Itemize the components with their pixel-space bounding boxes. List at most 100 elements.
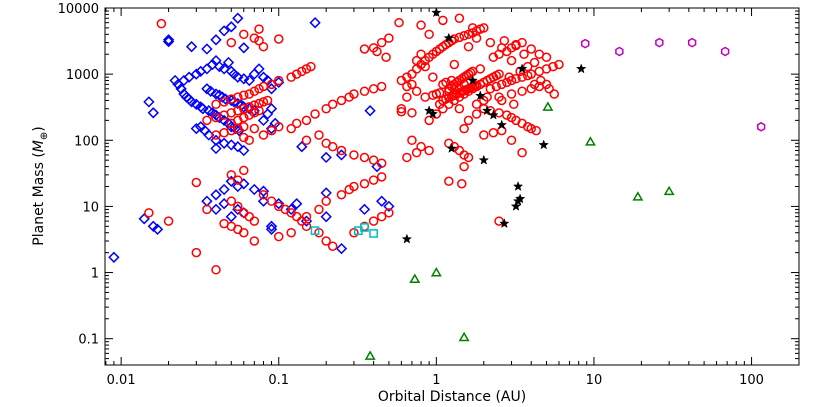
circles-point [485, 84, 496, 94]
diamonds-point [203, 129, 215, 141]
circles-point [519, 49, 529, 59]
diamonds-point [178, 88, 190, 100]
circles-point [479, 23, 489, 33]
diamonds-point [190, 122, 202, 135]
circles-point [494, 216, 504, 226]
circles-point [368, 84, 379, 94]
circles-point [459, 161, 469, 172]
circles-point [407, 79, 417, 90]
stars-point [514, 193, 526, 204]
circles-point [301, 135, 312, 146]
circles-point [496, 95, 507, 106]
diamonds-point [335, 149, 348, 161]
circles-point [291, 118, 302, 129]
circles-point [402, 152, 412, 163]
circles-point [244, 89, 255, 99]
circles-point [244, 135, 255, 146]
hexagons-point [720, 46, 730, 57]
circles-point [368, 216, 379, 226]
diamonds-point [218, 183, 230, 196]
circles-point [249, 33, 260, 43]
circles-point [471, 109, 482, 119]
circles-point [454, 32, 465, 43]
diamonds-point [218, 198, 230, 210]
circles-point [233, 105, 243, 116]
diamonds-point [210, 34, 222, 46]
circles-point [233, 115, 243, 126]
triangles-point [364, 350, 376, 360]
circles-point [233, 201, 243, 212]
circles-point [424, 29, 434, 40]
circles-point [239, 29, 249, 40]
circles-point [376, 37, 387, 48]
circles-point [434, 99, 445, 110]
diamonds-point [201, 195, 213, 207]
circles-point [465, 67, 476, 78]
circles-point [463, 41, 474, 52]
y-tick-label: 1000 [66, 68, 99, 83]
diamonds-point [364, 105, 376, 117]
triangles-point [542, 101, 554, 111]
circles-point [349, 150, 359, 160]
circles-point [506, 89, 517, 99]
circles-point [407, 108, 417, 118]
diamonds-point [147, 107, 159, 119]
diamonds-point [320, 211, 332, 223]
circles-point [310, 109, 320, 119]
circles-point [202, 115, 212, 126]
diamonds-point [162, 35, 175, 48]
circles-point [549, 89, 560, 99]
circles-point [511, 40, 521, 51]
circles-point [258, 130, 269, 140]
circles-point [402, 81, 412, 92]
circles-point [254, 35, 264, 46]
triangles-point [632, 191, 644, 201]
circles-point [211, 112, 221, 123]
circles-point [266, 79, 277, 90]
circles-point [239, 90, 249, 100]
circles-point [359, 152, 370, 163]
circles-point [502, 110, 512, 120]
diamonds-point [183, 93, 195, 105]
hexagons-point [655, 37, 664, 48]
diamonds-point [218, 137, 230, 149]
circles-point [407, 69, 417, 79]
circles-point [402, 92, 412, 102]
diamonds-point [210, 189, 222, 201]
diamonds-point [265, 223, 278, 235]
stars-point [481, 105, 493, 116]
circles-point [249, 216, 260, 226]
diamonds-point [261, 74, 274, 87]
circles-point [301, 115, 312, 126]
circles-point [349, 227, 359, 238]
diamonds-point [218, 25, 230, 37]
circles-point [226, 108, 237, 118]
circles-point [499, 35, 510, 46]
diamonds-point [108, 251, 120, 263]
squares-point [360, 223, 369, 232]
circles-point [506, 55, 517, 66]
diamonds-point [265, 103, 278, 115]
stars-point [538, 139, 549, 150]
diamonds-point [175, 83, 187, 95]
circles-point [239, 112, 249, 123]
diamonds-point [232, 71, 244, 83]
circles-point [402, 72, 412, 82]
circles-point [327, 99, 338, 110]
diamonds-point [257, 185, 270, 197]
circles-point [522, 61, 533, 72]
diamonds-point [206, 107, 219, 119]
circles-point [411, 55, 422, 66]
diamonds-point [201, 43, 213, 55]
diamonds-point [222, 56, 235, 69]
diamonds-point [225, 211, 237, 223]
circles-point [416, 20, 426, 30]
diamonds-point [210, 109, 222, 121]
diamonds-point [358, 203, 371, 216]
circles-point [511, 74, 521, 84]
circles-point [336, 190, 347, 200]
diamonds-point [232, 12, 244, 24]
circles-point [239, 132, 249, 143]
circles-point [517, 86, 527, 97]
diamonds-point [190, 98, 202, 110]
